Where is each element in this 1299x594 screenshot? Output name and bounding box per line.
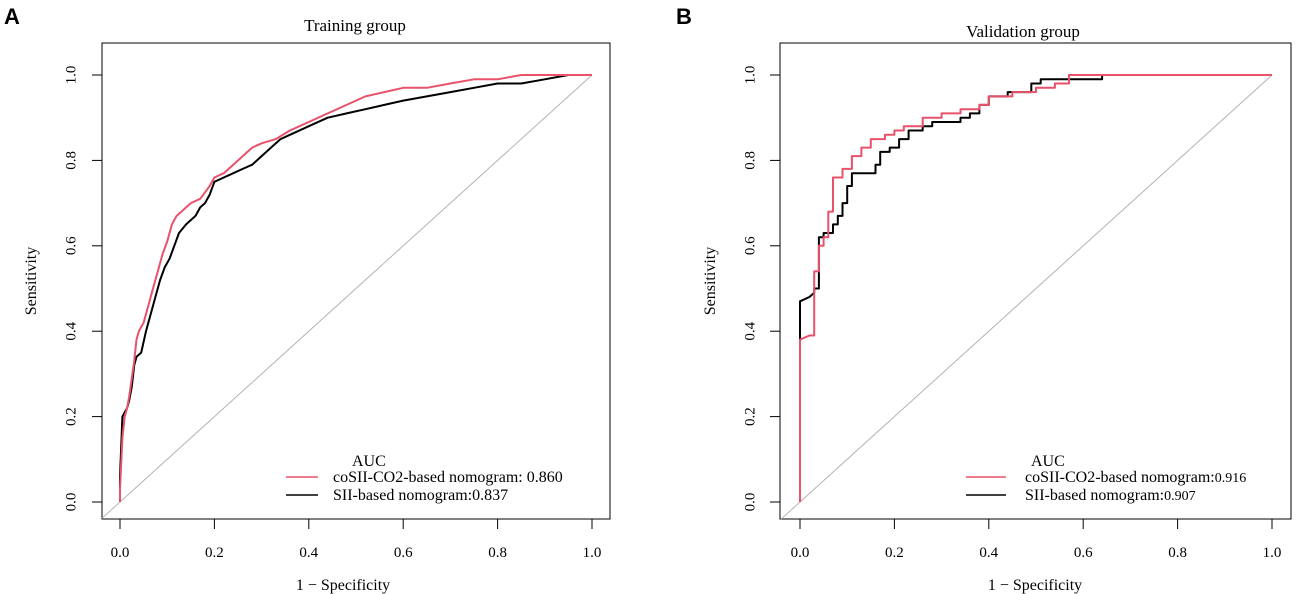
panel-a-y-tick-label: 0.6	[63, 236, 79, 255]
panel-b-x-tick-label: 0.8	[1168, 545, 1187, 561]
panel-a-legend-label-cosii-co2: coSII-CO2-based nomogram: 0.860	[333, 469, 563, 486]
panel-b-x-axis-label: 1 − Specificity	[988, 577, 1082, 594]
panel-b-legend-label-sii: SII-based nomogram:0.907	[1025, 487, 1196, 504]
panel-b-legend-label-cosii-co2: coSII-CO2-based nomogram:0.916	[1025, 469, 1246, 486]
panel-b-legend-title: AUC	[1031, 453, 1065, 470]
panel-b-x-tick-label: 0.2	[885, 545, 904, 561]
panel-b-x-tick-label: 0.4	[979, 545, 998, 561]
panel-a-diagonal-reference	[101, 74, 593, 519]
panel-a-y-axis-label: Sensitivity	[23, 247, 40, 315]
panel-a-series-cosii-co2-line	[119, 74, 592, 502]
panel-a-x-tick-label: 0.8	[488, 545, 507, 561]
panel-a-title: Training group	[304, 16, 406, 35]
panel-a-legend-label-sii: SII-based nomogram:0.837	[333, 487, 508, 504]
panel-a-y-tick-label: 1.0	[63, 66, 79, 85]
panel-b-y-tick-label: 0.6	[742, 236, 758, 255]
panel-b-plot-box	[779, 42, 1292, 520]
panel-b-y-tick-label: 1.0	[742, 66, 758, 85]
panel-a-plot-box	[101, 42, 611, 520]
panel-b-letter: B	[676, 4, 692, 29]
panel-b-y-tick-label: 0.2	[742, 407, 758, 426]
panel-b-series-cosii-co2-line	[799, 74, 1272, 502]
panel-a-x-axis-label: 1 − Specificity	[296, 577, 390, 594]
panel-b-legend-auc-sii: 0.907	[1164, 489, 1196, 504]
panel-b-series-sii-line	[799, 74, 1272, 502]
panel-b-title: Validation group	[966, 22, 1080, 41]
panel-a-y-tick-label: 0.4	[63, 321, 79, 340]
panel-a-y-tick-label: 0.2	[63, 407, 79, 426]
panel-b-y-tick-label: 0.8	[742, 151, 758, 170]
panel-a-x-tick-label: 1.0	[583, 545, 602, 561]
panel-a-x-tick-label: 0.6	[394, 545, 413, 561]
panel-b-diagonal-reference	[780, 74, 1273, 520]
panel-a-y-tick-label: 0.8	[63, 151, 79, 170]
panel-b-x-tick-label: 1.0	[1263, 545, 1282, 561]
panel-b-x-tick-label: 0.0	[791, 545, 810, 561]
panel-b-y-axis-label: Sensitivity	[702, 247, 719, 315]
panel-a-x-tick-label: 0.4	[299, 545, 318, 561]
panel-a-y-tick-label: 0.0	[63, 493, 79, 512]
panel-a-legend-title: AUC	[352, 453, 386, 470]
panel-b-y-tick-label: 0.0	[742, 493, 758, 512]
panel-b-y-tick-label: 0.4	[742, 321, 758, 340]
panel-b-legend-auc-cosii-co2: 0.916	[1215, 471, 1247, 486]
panel-a-x-tick-label: 0.0	[111, 545, 130, 561]
panel-b-x-tick-label: 0.6	[1074, 545, 1093, 561]
panel-a-series-sii-line	[119, 74, 592, 502]
panel-a-letter: A	[4, 4, 20, 29]
panel-a-x-tick-label: 0.2	[205, 545, 224, 561]
